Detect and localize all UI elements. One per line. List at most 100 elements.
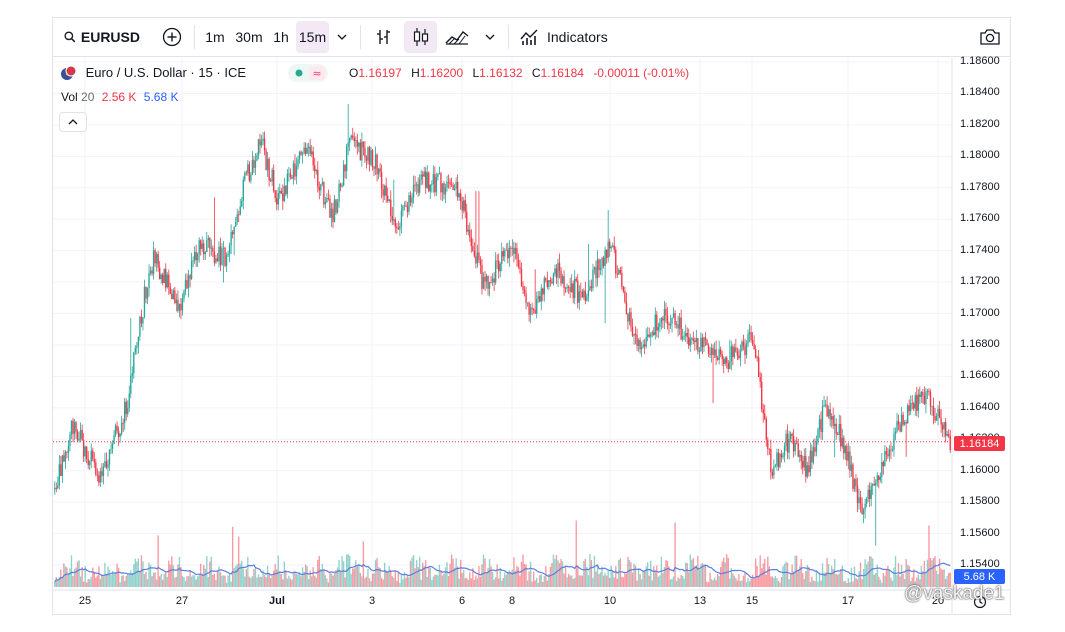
- volume-bar: [663, 567, 666, 587]
- open-value: 1.16197: [358, 66, 402, 80]
- volume-bar: [377, 566, 380, 587]
- candles-style-button[interactable]: [404, 21, 437, 53]
- volume-bar: [263, 575, 266, 587]
- reset-scale-button[interactable]: [973, 595, 991, 611]
- candle-body: [595, 267, 597, 279]
- candle-body: [158, 267, 161, 280]
- chart-style-dropdown-button[interactable]: [480, 21, 500, 53]
- candle-body: [681, 336, 684, 340]
- candle-body: [698, 351, 701, 353]
- candle-body: [631, 326, 634, 336]
- volume-bar: [61, 577, 64, 587]
- bar-style-button[interactable]: [370, 21, 398, 53]
- volume-bar: [812, 580, 815, 587]
- volume-bar: [165, 571, 167, 587]
- candle-body: [473, 251, 476, 257]
- volume-bar: [181, 576, 184, 587]
- candle-body: [949, 436, 951, 451]
- volume-bar: [846, 583, 848, 587]
- volume-bar: [491, 571, 494, 587]
- candle-body: [818, 419, 821, 430]
- candle-body: [187, 275, 190, 289]
- snapshot-button[interactable]: [976, 21, 1004, 53]
- candle-body: [815, 441, 818, 452]
- volume-bar: [900, 565, 903, 587]
- volume-bar: [92, 567, 94, 587]
- candle-body: [253, 159, 255, 168]
- candle-body: [823, 405, 825, 407]
- interval-30m-button[interactable]: 30m: [232, 21, 266, 53]
- volume-bar: [478, 566, 480, 587]
- volume-bar: [949, 572, 951, 587]
- candle-body: [443, 183, 445, 195]
- candle-body: [776, 452, 778, 466]
- interval-1h-button[interactable]: 1h: [269, 21, 293, 53]
- interval-1m-button[interactable]: 1m: [202, 21, 228, 53]
- indicators-button[interactable]: Indicators: [516, 21, 616, 53]
- candle-body: [273, 170, 275, 191]
- interval-dropdown-button[interactable]: [332, 21, 352, 53]
- volume-bar: [274, 564, 276, 587]
- candle-body: [744, 346, 746, 356]
- volume-bar: [192, 574, 194, 587]
- volume-bar: [87, 578, 89, 587]
- time-tick-label: 6: [458, 595, 466, 607]
- volume-bar: [122, 575, 124, 587]
- volume-bar: [79, 576, 82, 587]
- volume-bar: [840, 569, 842, 587]
- candle-body: [449, 182, 451, 185]
- candle-body: [864, 504, 866, 510]
- candle-body: [393, 219, 395, 221]
- volume-bar: [861, 579, 863, 587]
- symbol-search-button[interactable]: EURUSD: [60, 21, 140, 53]
- candle-body: [563, 276, 565, 288]
- volume-bar: [888, 569, 891, 587]
- volume-bar: [210, 556, 213, 587]
- candle-body: [280, 190, 282, 194]
- candle-body: [616, 273, 618, 275]
- candle-body: [203, 243, 205, 255]
- volume-bar: [783, 563, 786, 587]
- candle-body: [70, 420, 73, 435]
- indicators-label: Indicators: [547, 29, 608, 45]
- volume-bar: [233, 567, 235, 587]
- candle-body: [783, 446, 786, 456]
- chevron-down-icon: [485, 34, 495, 40]
- candle-body: [586, 296, 588, 301]
- chevron-down-icon: [337, 34, 347, 40]
- candle-body: [89, 461, 91, 466]
- volume-bar: [557, 560, 559, 587]
- collapse-legend-button[interactable]: [59, 112, 87, 132]
- volume-bar: [800, 559, 802, 587]
- candle-body: [297, 159, 299, 167]
- candle-body: [764, 413, 766, 419]
- volume-bar: [791, 564, 793, 587]
- volume-bar: [686, 563, 688, 587]
- candle-body: [510, 247, 512, 249]
- volume-bar: [155, 579, 158, 587]
- volume-bar: [569, 575, 571, 587]
- volume-bar: [359, 573, 362, 587]
- volume-bar: [943, 569, 945, 587]
- volume-bar: [786, 562, 789, 587]
- candle-body: [757, 357, 760, 377]
- candle-body: [529, 307, 532, 315]
- volume-bar: [654, 570, 656, 587]
- interval-15m-button[interactable]: 15m: [296, 21, 329, 53]
- candle-body: [691, 338, 693, 340]
- area-style-button[interactable]: [442, 21, 472, 53]
- volume-bar: [906, 564, 909, 587]
- volume-bar: [93, 571, 95, 587]
- volume-bar: [221, 575, 223, 587]
- volume-bar: [843, 581, 845, 587]
- market-status-badge[interactable]: ≈: [288, 64, 328, 82]
- volume-bar: [685, 562, 687, 587]
- candle-body: [561, 276, 564, 284]
- compare-symbol-button[interactable]: [158, 21, 186, 53]
- candle-body: [251, 159, 254, 175]
- candle-body: [311, 151, 313, 155]
- candle-body: [317, 169, 319, 187]
- candle-body: [472, 246, 474, 252]
- candle-body: [751, 340, 754, 345]
